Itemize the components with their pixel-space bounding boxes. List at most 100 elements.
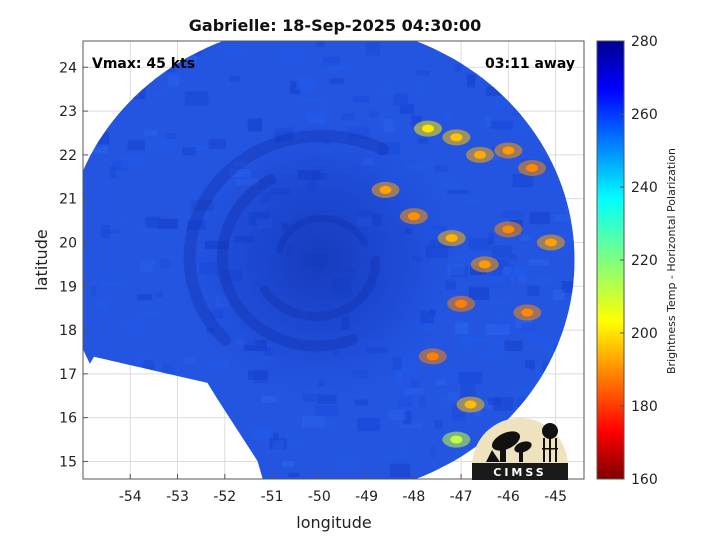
swath-pixel	[447, 391, 459, 402]
swath-pixel	[486, 86, 509, 96]
swath-pixel	[382, 84, 390, 95]
colorbar-ticks: 160 180 200 220 240 260 280	[620, 34, 658, 488]
swath-pixel	[429, 445, 437, 459]
swath-pixel	[493, 149, 500, 160]
swath-pixel	[166, 133, 177, 140]
swath-pixel	[389, 393, 414, 403]
swath-pixel	[516, 397, 527, 407]
x-tick-label: -45	[544, 489, 567, 505]
swath-pixel	[528, 334, 548, 347]
swath-pixel	[282, 460, 295, 467]
swath-pixel	[490, 120, 514, 130]
swath-pixel	[140, 311, 160, 316]
vmax-annotation: Vmax: 45 kts	[92, 56, 195, 72]
x-tick-label: -50	[308, 489, 331, 505]
x-tick-label: -54	[119, 489, 142, 505]
swath-pixel	[458, 371, 483, 385]
convective-cells	[371, 120, 565, 448]
swath-pixel	[502, 267, 511, 276]
convective-cell	[414, 120, 443, 137]
swath-pixel	[455, 322, 468, 335]
y-tick-label: 24	[59, 60, 77, 76]
x-tick-label: -49	[355, 489, 378, 505]
swath-pixel	[435, 379, 447, 386]
swath-pixel	[482, 377, 489, 383]
swath-pixel	[333, 61, 348, 71]
swath-pixel	[493, 397, 514, 411]
colorbar-tick-label: 280	[631, 34, 658, 50]
colorbar-tick-label: 260	[631, 107, 658, 123]
y-tick-label: 20	[59, 235, 77, 251]
swath-pixel	[521, 323, 535, 331]
swath-pixel	[434, 165, 449, 173]
swath-pixel	[136, 294, 153, 301]
swath-pixel	[491, 264, 514, 276]
spiral-bands	[183, 129, 389, 352]
cell-core	[450, 133, 463, 142]
x-tick-label: -51	[261, 489, 284, 505]
swath-pixel	[228, 75, 241, 82]
spiral-band	[260, 255, 380, 321]
swath-pixel	[553, 214, 573, 222]
swath-pixel	[97, 302, 108, 309]
swath-pixel	[162, 364, 174, 374]
convective-cell	[513, 304, 542, 321]
swath-pixel	[434, 419, 442, 429]
swath-pixel	[483, 276, 506, 282]
swath-pixel	[127, 140, 145, 151]
swath-pixel	[139, 260, 154, 272]
cell-core	[426, 352, 439, 361]
swath-pixel	[410, 379, 420, 388]
convective-cell	[442, 431, 471, 448]
swath-pixel	[402, 411, 412, 425]
swath-pixel	[296, 76, 314, 91]
cell-core	[526, 164, 539, 173]
swath-pixel	[452, 413, 466, 422]
swath-pixel	[83, 256, 94, 268]
swath-pixel	[324, 63, 335, 75]
swath-pixel	[390, 463, 411, 478]
swath-pixel	[121, 219, 131, 224]
swath-pixel	[519, 234, 532, 241]
swath-pixel	[512, 174, 534, 188]
swath-layer	[83, 41, 575, 479]
swath-pixel	[529, 212, 550, 225]
colorbar-label: Brightness Temp - Horizontal Polarizatio…	[665, 148, 678, 374]
swath-pixel	[141, 227, 149, 232]
swath-pixel	[254, 427, 274, 439]
swath-pixel	[509, 276, 516, 284]
convective-cell	[371, 181, 400, 198]
swath-pixel	[168, 75, 180, 86]
cell-core	[502, 225, 515, 234]
swath-pixel	[447, 190, 469, 195]
time-offset-annotation: 03:11 away	[485, 56, 575, 72]
swath-pixel	[474, 409, 482, 417]
spiral-band	[216, 174, 359, 352]
colorbar-tick-label: 220	[631, 253, 658, 269]
swath-pixel	[402, 444, 409, 458]
convective-cell	[437, 230, 466, 247]
swath-pixel	[323, 56, 341, 65]
swath-pixel	[90, 286, 97, 296]
swath-pixel	[451, 266, 469, 278]
swath-pixel	[157, 138, 176, 152]
swath-pixel	[323, 419, 334, 425]
swath-pixel	[112, 160, 129, 170]
x-tick-label: -48	[402, 489, 425, 505]
swath-pixel	[485, 116, 493, 128]
swath-pixel	[288, 472, 300, 477]
swath-pixel	[468, 238, 492, 251]
swath-pixel	[301, 415, 326, 428]
swath-pixel	[454, 255, 473, 262]
convective-cell	[456, 396, 485, 413]
y-axis: 15 16 17 18 19 20 21 22 23 24	[59, 60, 88, 470]
swath-pixel	[282, 50, 301, 64]
y-tick-label: 22	[59, 148, 77, 164]
y-tick-label: 21	[59, 192, 77, 208]
swath-pixel	[460, 384, 476, 398]
swath-pixel	[143, 360, 155, 371]
swath-pixel	[468, 337, 487, 343]
y-tick-label: 16	[59, 411, 77, 427]
swath-pixel	[487, 232, 495, 245]
swath-pixel	[462, 199, 482, 205]
